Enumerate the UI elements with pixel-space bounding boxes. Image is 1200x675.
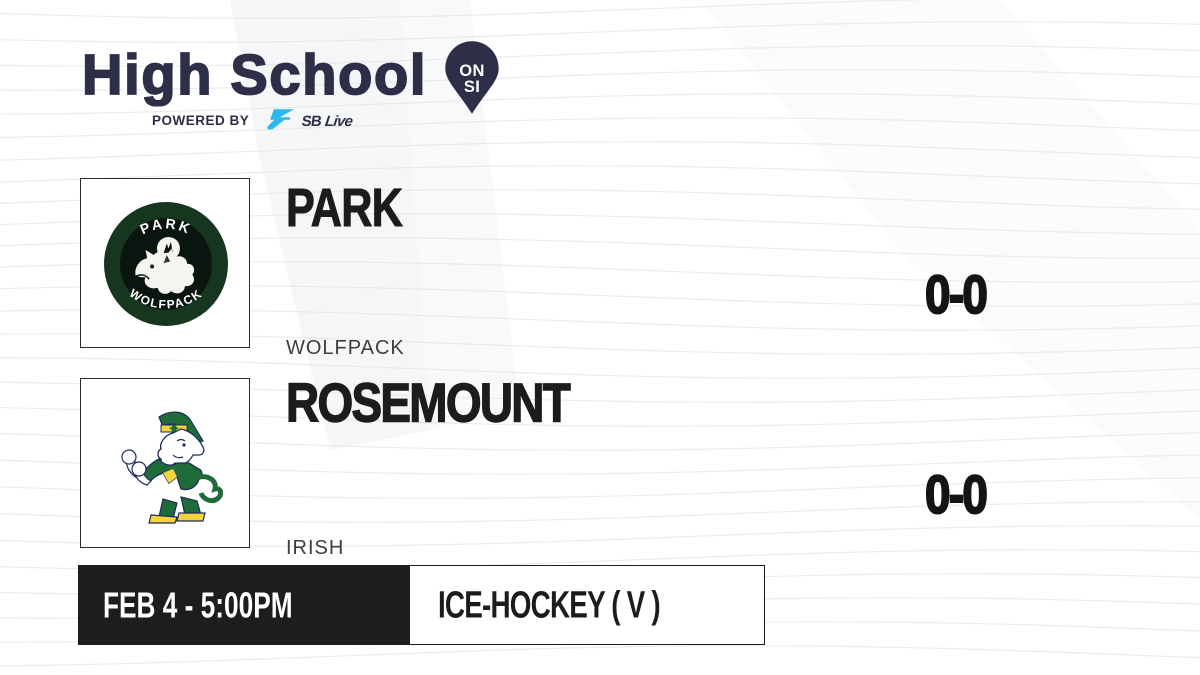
svg-text:SB: SB xyxy=(301,113,324,130)
svg-text:Live: Live xyxy=(324,113,354,130)
svg-text:SI: SI xyxy=(464,77,480,96)
